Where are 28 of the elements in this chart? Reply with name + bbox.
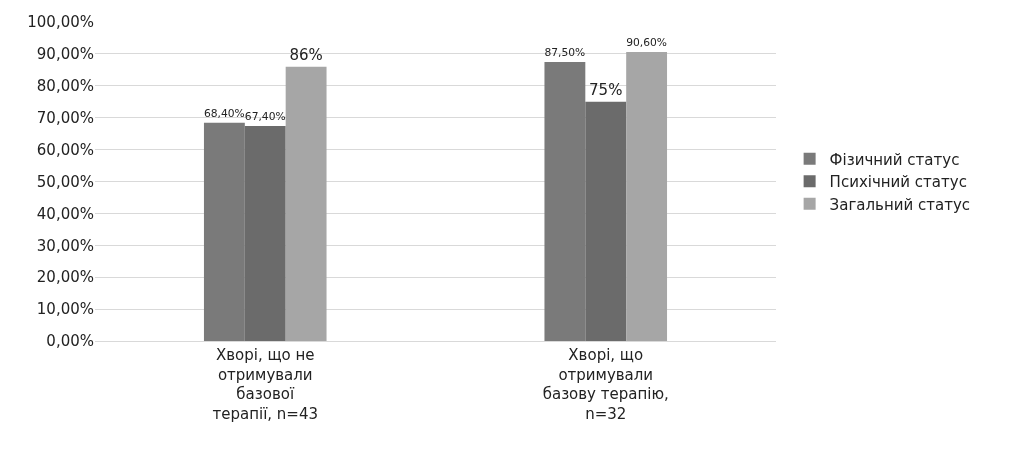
legend-label: Загальний статус <box>829 195 971 214</box>
legend-label: Фізичний статус <box>829 150 960 169</box>
data-label: 67,40% <box>244 110 286 124</box>
data-label: 75% <box>589 80 623 99</box>
y-tick-label: 30,00% <box>36 236 94 255</box>
bar <box>285 66 327 341</box>
y-tick-label: 90,00% <box>36 45 94 64</box>
bar <box>585 101 627 341</box>
y-tick-label: 10,00% <box>36 300 94 319</box>
legend-label: Психічний статус <box>829 173 967 192</box>
y-tick-label: 60,00% <box>36 140 94 159</box>
data-label: 68,40% <box>203 106 245 120</box>
bar <box>203 122 245 341</box>
data-label: 87,50% <box>544 46 586 60</box>
x-tick-label: Хворі, що не отримували базової терапії, n=43 <box>212 346 319 423</box>
y-tick-label: 50,00% <box>36 172 94 191</box>
x-tick-label: Хворі, що отримували базову терапію, n=32 <box>542 346 669 423</box>
bar <box>626 51 668 341</box>
y-tick-label: 20,00% <box>36 268 94 287</box>
bar <box>244 125 286 341</box>
y-tick-label: 40,00% <box>36 204 94 223</box>
y-tick-label: 70,00% <box>36 108 94 127</box>
y-tick-label: 80,00% <box>36 77 94 96</box>
y-tick-label: 100,00% <box>27 13 94 32</box>
bar <box>544 61 586 341</box>
y-tick-label: 0,00% <box>46 332 94 351</box>
data-label: 90,60% <box>626 36 668 50</box>
data-label: 86% <box>289 45 323 64</box>
